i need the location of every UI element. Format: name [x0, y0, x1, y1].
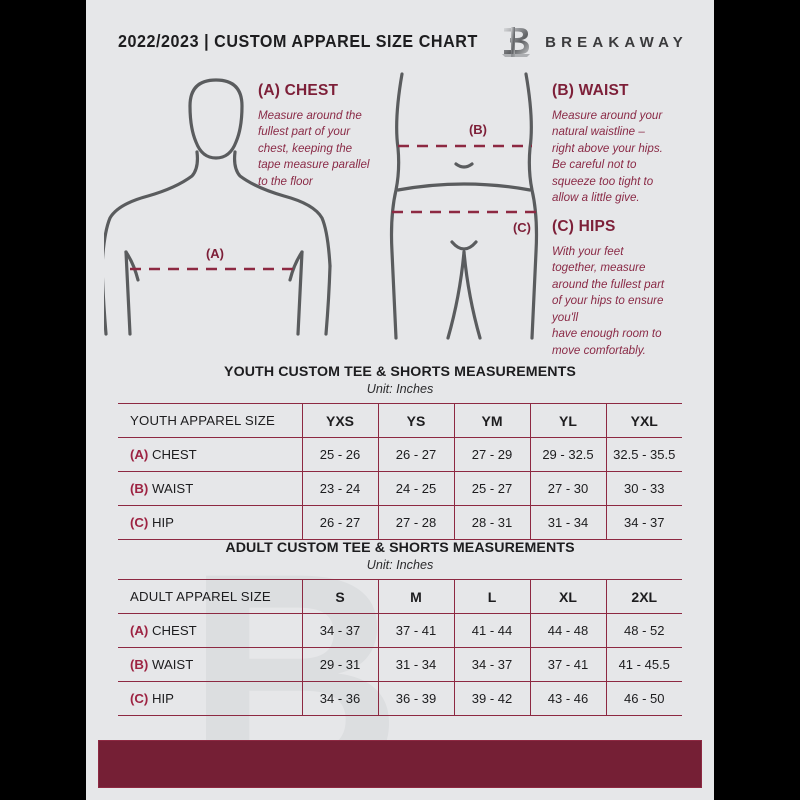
brand-wordmark: BREAKAWAY	[545, 33, 688, 51]
guide-waist: (B) WAIST Measure around your natural wa…	[552, 82, 700, 207]
cell: 34 - 36	[301, 681, 378, 716]
cell: 25 - 26	[301, 437, 378, 472]
adult-table-title: ADULT CUSTOM TEE & SHORTS MEASUREMENTS	[225, 540, 575, 556]
guide-chest: (A) CHEST Measure around the fullest par…	[258, 82, 406, 190]
guide-chest-heading: (A) CHEST	[258, 82, 339, 99]
adult-col-4: XL	[529, 579, 606, 614]
waist-marker-label: (B)	[469, 122, 487, 137]
cell: 27 - 30	[529, 471, 606, 506]
table-row: (A) CHEST 34 - 37 37 - 41 41 - 44 44 - 4…	[118, 613, 682, 648]
row-tag: (A)	[130, 447, 149, 462]
cell: 43 - 46	[529, 681, 606, 716]
page-title: 2022/2023 | CUSTOM APPAREL SIZE CHART	[118, 31, 478, 51]
cell: 26 - 27	[377, 437, 454, 472]
row-label: HIP	[151, 515, 174, 530]
adult-row-chest-label: (A) CHEST	[118, 613, 302, 648]
upper-body-diagram: (A)	[104, 78, 332, 336]
adult-row-waist-label: (B) WAIST	[118, 647, 302, 682]
youth-table-unit: Unit: Inches	[366, 382, 434, 396]
guide-waist-heading: (B) WAIST	[552, 82, 629, 99]
row-tag: (A)	[130, 623, 149, 638]
youth-col-2: YS	[377, 403, 454, 438]
breakaway-b-logo-icon	[502, 27, 531, 57]
row-label: WAIST	[151, 481, 194, 496]
cell: 27 - 28	[377, 505, 454, 540]
cell: 30 - 33	[605, 471, 682, 506]
cell: 44 - 48	[529, 613, 606, 648]
cell: 41 - 44	[453, 613, 530, 648]
hip-marker-label: (C)	[513, 220, 531, 235]
footer-bar	[98, 740, 702, 788]
cell: 34 - 37	[301, 613, 378, 648]
lower-body-diagram: (B) (C)	[389, 72, 539, 340]
row-label: CHEST	[151, 447, 197, 462]
body-diagrams: (A) (B) (C)	[86, 66, 714, 366]
youth-size-table: YOUTH APPAREL SIZE YXS YS YM YL YXL (A) …	[118, 403, 682, 540]
adult-col-1: S	[301, 579, 378, 614]
adult-header-label: ADULT APPAREL SIZE	[118, 579, 302, 614]
row-tag: (C)	[130, 515, 149, 530]
cell: 25 - 27	[453, 471, 530, 506]
guide-chest-body: Measure around the fullest part of your …	[258, 109, 370, 188]
cell: 48 - 52	[605, 613, 682, 648]
youth-row-waist-label: (B) WAIST	[118, 471, 302, 506]
guide-waist-body: Measure around your natural waistline – …	[552, 109, 663, 205]
adult-col-3: L	[453, 579, 530, 614]
table-row: (C) HIP 26 - 27 27 - 28 28 - 31 31 - 34 …	[118, 505, 682, 540]
cell: 36 - 39	[377, 681, 454, 716]
cell: 24 - 25	[377, 471, 454, 506]
youth-col-4: YL	[529, 403, 606, 438]
row-tag: (B)	[130, 481, 149, 496]
cell: 34 - 37	[453, 647, 530, 682]
adult-col-2: M	[377, 579, 454, 614]
row-label: CHEST	[151, 623, 197, 638]
cell: 39 - 42	[453, 681, 530, 716]
table-row: (C) HIP 34 - 36 36 - 39 39 - 42 43 - 46 …	[118, 681, 682, 716]
adult-table-section: ADULT CUSTOM TEE & SHORTS MEASUREMENTS U…	[118, 540, 682, 716]
cell: 46 - 50	[605, 681, 682, 716]
page-header: 2022/2023 | CUSTOM APPAREL SIZE CHART	[86, 25, 714, 62]
guide-hips: (C) HIPS With your feet together, measur…	[552, 218, 700, 359]
chest-marker-label: (A)	[206, 246, 224, 261]
table-header-row: YOUTH APPAREL SIZE YXS YS YM YL YXL	[118, 403, 682, 438]
cell: 26 - 27	[301, 505, 378, 540]
cell: 27 - 29	[453, 437, 530, 472]
youth-col-1: YXS	[301, 403, 378, 438]
youth-table-title: YOUTH CUSTOM TEE & SHORTS MEASUREMENTS	[224, 364, 576, 380]
cell: 41 - 45.5	[605, 647, 682, 682]
adult-row-hip-label: (C) HIP	[118, 681, 302, 716]
cell: 34 - 37	[605, 505, 682, 540]
cell: 29 - 31	[301, 647, 378, 682]
row-tag: (B)	[130, 657, 149, 672]
cell: 28 - 31	[453, 505, 530, 540]
cell: 23 - 24	[301, 471, 378, 506]
cell: 32.5 - 35.5	[605, 437, 682, 472]
guide-hips-heading: (C) HIPS	[552, 218, 616, 235]
youth-col-3: YM	[453, 403, 530, 438]
row-label: HIP	[151, 691, 174, 706]
table-header-row: ADULT APPAREL SIZE S M L XL 2XL	[118, 579, 682, 614]
size-chart-page: B 2022/2023 | CUSTOM APPAREL SIZE CHART	[86, 0, 714, 800]
youth-row-hip-label: (C) HIP	[118, 505, 302, 540]
adult-size-table: ADULT APPAREL SIZE S M L XL 2XL (A) CHES…	[118, 579, 682, 716]
youth-table-section: YOUTH CUSTOM TEE & SHORTS MEASUREMENTS U…	[118, 364, 682, 540]
row-tag: (C)	[130, 691, 149, 706]
youth-header-label: YOUTH APPAREL SIZE	[118, 403, 302, 438]
cell: 29 - 32.5	[529, 437, 606, 472]
adult-col-5: 2XL	[605, 579, 682, 614]
table-row: (B) WAIST 23 - 24 24 - 25 25 - 27 27 - 3…	[118, 471, 682, 506]
cell: 37 - 41	[529, 647, 606, 682]
adult-table-unit: Unit: Inches	[366, 558, 434, 572]
table-row: (A) CHEST 25 - 26 26 - 27 27 - 29 29 - 3…	[118, 437, 682, 472]
cell: 31 - 34	[377, 647, 454, 682]
row-label: WAIST	[151, 657, 194, 672]
cell: 31 - 34	[529, 505, 606, 540]
youth-col-5: YXL	[605, 403, 682, 438]
youth-row-chest-label: (A) CHEST	[118, 437, 302, 472]
guide-hips-body: With your feet together, measure around …	[552, 245, 665, 357]
table-row: (B) WAIST 29 - 31 31 - 34 34 - 37 37 - 4…	[118, 647, 682, 682]
brand-lockup: BREAKAWAY	[501, 25, 688, 59]
cell: 37 - 41	[377, 613, 454, 648]
